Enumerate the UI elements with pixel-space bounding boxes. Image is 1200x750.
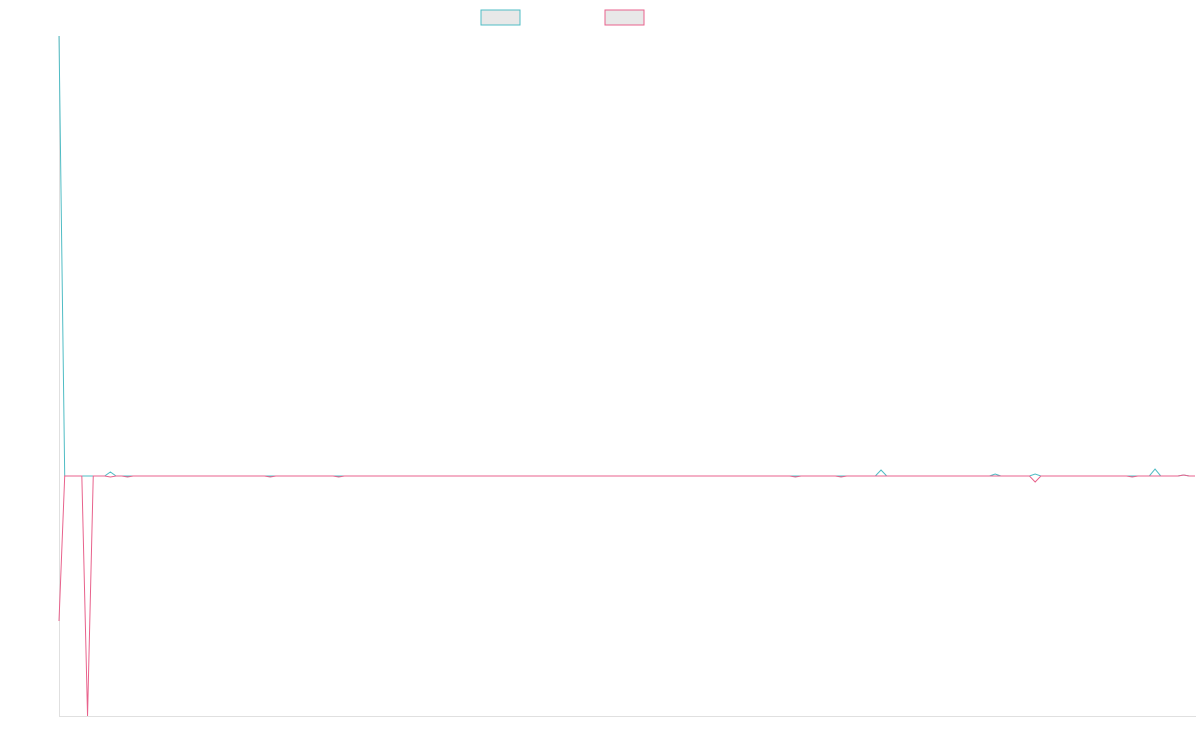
legend-swatch <box>604 9 645 26</box>
legend-swatch <box>480 9 521 26</box>
series-line <box>58 35 1195 477</box>
series-line <box>58 474 1195 717</box>
